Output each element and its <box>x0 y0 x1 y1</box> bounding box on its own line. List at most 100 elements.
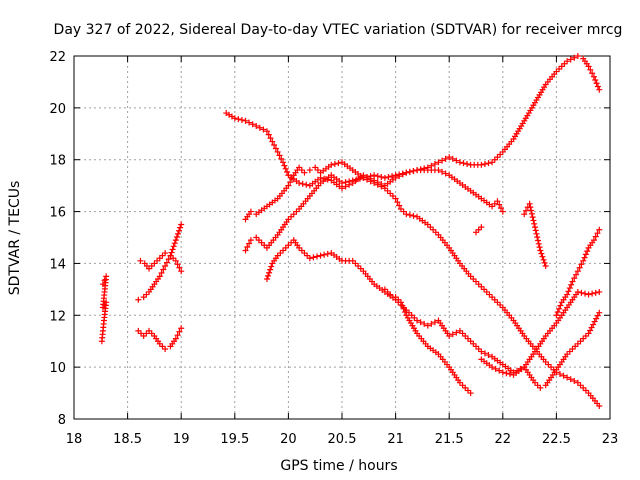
data-point <box>567 56 574 63</box>
data-point <box>378 183 385 190</box>
data-point <box>160 266 167 273</box>
data-point <box>328 161 335 168</box>
data-point <box>176 328 183 335</box>
data-point <box>574 268 581 275</box>
x-tick-label: 18 <box>66 432 83 447</box>
data-point <box>587 66 594 73</box>
data-point <box>534 234 541 241</box>
data-point <box>421 320 428 327</box>
data-point <box>321 251 328 258</box>
data-point <box>503 370 510 377</box>
data-point <box>317 174 324 181</box>
data-point <box>565 288 572 295</box>
data-point <box>284 169 291 176</box>
data-point <box>531 220 538 227</box>
data-point <box>367 173 374 180</box>
data-point <box>98 338 105 345</box>
data-point <box>537 384 544 391</box>
data-point <box>590 73 597 80</box>
data-point <box>299 180 306 187</box>
data-point <box>489 364 496 371</box>
data-point <box>464 161 471 168</box>
data-point <box>581 254 588 261</box>
data-point <box>306 167 313 174</box>
data-point <box>531 224 538 231</box>
data-point <box>414 317 421 324</box>
data-point <box>439 157 446 164</box>
data-point <box>174 332 181 339</box>
data-point <box>406 212 413 219</box>
y-tick-label: 16 <box>49 206 66 221</box>
data-point <box>576 264 583 271</box>
data-point <box>435 159 442 166</box>
data-point <box>592 233 599 240</box>
data-point <box>266 269 273 276</box>
data-point <box>596 288 603 295</box>
data-point <box>169 246 176 253</box>
data-point <box>571 377 578 384</box>
x-tick-label: 20.5 <box>328 432 357 447</box>
data-point <box>238 116 245 123</box>
data-point <box>163 259 170 266</box>
data-point <box>282 165 289 172</box>
data-point <box>539 253 546 260</box>
data-point <box>267 135 274 142</box>
data-points <box>98 53 603 410</box>
data-point <box>342 179 349 186</box>
data-point <box>406 168 413 175</box>
data-point <box>324 250 331 257</box>
x-tick-label: 21 <box>387 432 404 447</box>
chart-title: Day 327 of 2022, Sidereal Day-to-day VTE… <box>54 22 623 38</box>
y-tick-label: 22 <box>49 50 66 65</box>
data-point <box>592 289 599 296</box>
x-tick-label: 19.5 <box>220 432 249 447</box>
data-point <box>453 157 460 164</box>
data-point <box>523 207 530 214</box>
data-point <box>478 224 485 231</box>
data-point <box>167 252 174 259</box>
tick-marks <box>73 55 611 420</box>
data-point <box>403 211 410 218</box>
data-point <box>506 371 513 378</box>
data-point <box>176 264 183 271</box>
x-tick-label: 23 <box>602 432 619 447</box>
data-point <box>417 319 424 326</box>
data-point <box>535 240 542 247</box>
data-point <box>135 296 142 303</box>
data-point <box>177 224 184 231</box>
data-point <box>528 210 535 217</box>
data-point <box>256 124 263 131</box>
data-point <box>564 58 571 65</box>
data-point <box>178 325 185 332</box>
data-point <box>494 198 501 205</box>
data-point <box>310 254 317 261</box>
data-point <box>399 170 406 177</box>
data-point <box>162 250 169 257</box>
data-point <box>578 289 585 296</box>
data-point <box>554 309 561 316</box>
data-point <box>396 202 403 209</box>
data-point <box>349 177 356 184</box>
data-point <box>538 250 545 257</box>
data-point <box>460 160 467 167</box>
data-point <box>403 169 410 176</box>
data-point <box>456 159 463 166</box>
data-point <box>374 181 381 188</box>
data-point <box>499 369 506 376</box>
data-point <box>571 54 578 61</box>
data-point <box>492 365 499 372</box>
data-point <box>567 376 574 383</box>
data-point <box>446 333 453 340</box>
data-point <box>173 233 180 240</box>
data-point <box>260 126 267 133</box>
data-point <box>396 171 403 178</box>
data-point <box>529 214 536 221</box>
data-point <box>560 372 567 379</box>
data-point <box>172 237 179 244</box>
data-point <box>278 155 285 162</box>
data-point <box>165 256 172 263</box>
data-point <box>428 320 435 327</box>
data-point <box>392 172 399 179</box>
data-point <box>528 207 535 214</box>
x-tick-label: 19 <box>173 432 190 447</box>
